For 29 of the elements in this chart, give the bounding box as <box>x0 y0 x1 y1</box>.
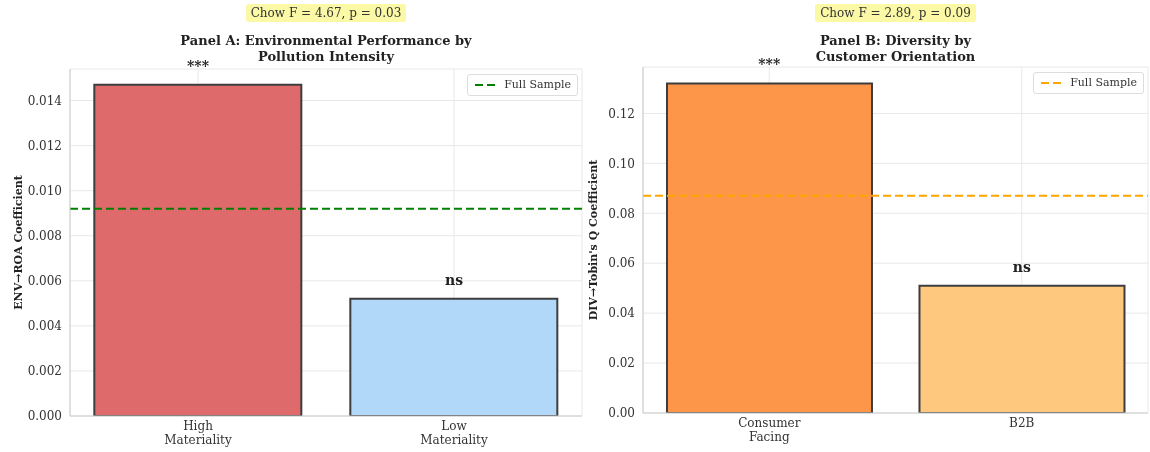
y-tick-label: 0.008 <box>27 229 62 243</box>
y-tick-label: 0.12 <box>608 106 635 121</box>
chart-title: Panel B: Diversity by Customer Orientation <box>815 33 976 64</box>
y-axis-title: DIV→Tobin's Q Coefficient <box>586 158 600 321</box>
y-tick-label: 0.04 <box>608 306 636 321</box>
y-tick-label: 0.002 <box>27 364 62 379</box>
y-tick-label: 0.006 <box>27 274 62 289</box>
y-tick-label: 0.02 <box>608 356 635 371</box>
y-tick-label: 0.014 <box>27 93 63 108</box>
y-axis-title: ENV→ROA Coefficient <box>11 174 25 310</box>
text: Chow F = 4.67, p = 0.03 <box>245 4 407 22</box>
x-tick-label: B2B <box>1009 416 1035 431</box>
y-tick-label: 0.010 <box>27 183 62 198</box>
y-tick-label: 0.004 <box>27 319 63 334</box>
y-tick-label: 0.08 <box>608 206 635 221</box>
annotation: *** <box>758 56 781 73</box>
y-tick-label: 0.00 <box>608 406 635 421</box>
y-tick-label: 0.012 <box>27 138 62 153</box>
x-tick-label: Consumer Facing <box>738 416 801 445</box>
annotation: ns <box>444 271 464 288</box>
annotation: ns <box>1012 258 1031 275</box>
x-tick-label: High Materiality <box>164 419 232 448</box>
legend-label: Full Sample <box>1070 76 1137 90</box>
legend-label: Full Sample <box>504 78 571 92</box>
text: Chow F = 2.89, p = 0.09 <box>815 4 976 22</box>
y-tick-label: 0.000 <box>27 409 62 424</box>
x-tick-label: Low Materiality <box>420 419 488 448</box>
y-tick-label: 0.10 <box>608 156 635 171</box>
y-tick-label: 0.06 <box>608 256 635 271</box>
